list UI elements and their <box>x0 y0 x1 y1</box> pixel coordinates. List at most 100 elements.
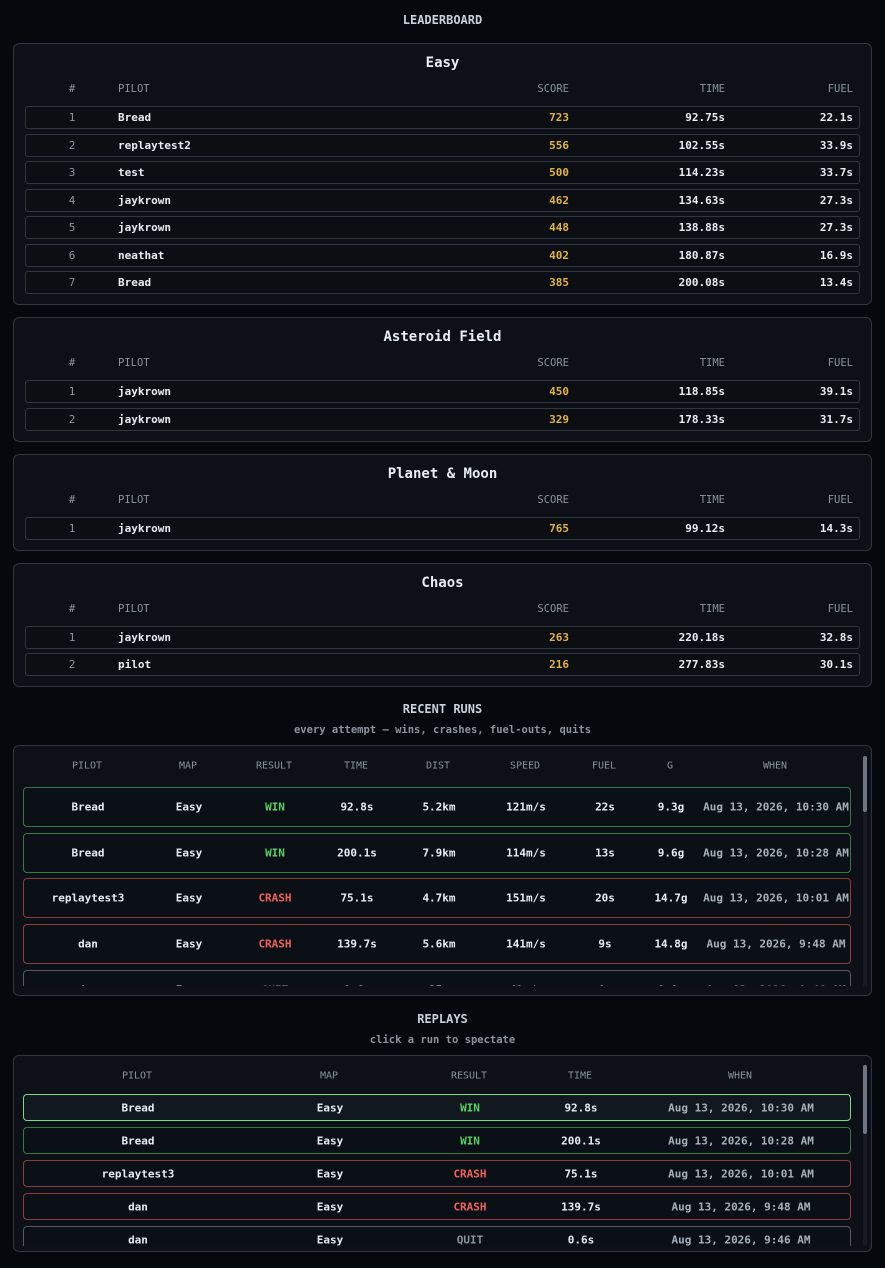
column-header: FUEL <box>827 493 853 506</box>
column-header: SCORE <box>537 602 569 615</box>
column-header: TIME <box>343 760 369 772</box>
cell: jaykrown <box>118 521 171 535</box>
leaderboard-row: 5 jaykrown 448 138.88s 27.3s <box>25 216 860 239</box>
table-header: # PILOT SCORE TIME FUEL <box>25 597 860 621</box>
cell: QUIT <box>262 983 289 986</box>
leaderboard-panel: Planet & Moon # PILOT SCORE TIME FUEL 1 jaykrow… <box>13 453 872 551</box>
table-header: # PILOT SCORE TIME FUEL <box>25 77 860 101</box>
cell: 121m/s <box>506 800 546 814</box>
column-header: TIME <box>567 1070 593 1082</box>
cell: 139.7s <box>337 937 377 951</box>
table-header: # PILOT SCORE TIME FUEL <box>25 351 860 375</box>
scrollbar-thumb[interactable] <box>863 756 867 812</box>
leaderboard-panel: Asteroid Field # PILOT SCORE TIME FUEL 1 jaykro… <box>13 317 872 442</box>
leaderboard-panel: Chaos # PILOT SCORE TIME FUEL 1 jaykrown 263 220.… <box>13 562 872 687</box>
cell: Easy <box>176 983 203 986</box>
column-header: PILOT <box>121 1070 153 1082</box>
cell: 30.1s <box>819 658 853 671</box>
cell: 40m/s <box>509 983 542 986</box>
run-row[interactable]: dan Easy CRASH 139.7s Aug 13, 2026, 9:48 AM <box>23 1193 851 1220</box>
cell: 75.1s <box>564 1167 598 1180</box>
cell: WIN <box>265 800 285 814</box>
run-row[interactable]: Bread Easy WIN 92.8s Aug 13, 2026, 10:30 AM <box>23 1094 851 1121</box>
cell: 200.08s <box>678 276 725 289</box>
cell: Bread <box>71 800 105 814</box>
cell: Aug 13, 2026, 10:30 AM <box>668 1101 814 1114</box>
cell: Aug 13, 2026, 9:46 AM <box>701 983 851 986</box>
scrollbar[interactable] <box>863 756 867 987</box>
leaderboard-row: 4 jaykrown 462 134.63s 27.3s <box>25 188 860 212</box>
cell: 500 <box>549 166 569 179</box>
cell: jaykrown <box>118 630 171 644</box>
run-row[interactable]: Bread Easy WIN 200.1s Aug 13, 2026, 10:28 AM <box>23 1127 851 1154</box>
cell: 2 <box>68 658 76 671</box>
cell: 33.9s <box>819 138 853 152</box>
run-row: Bread Easy WIN 92.8s 5.2km 121m/s 22s 9.3g Aug 1… <box>23 787 851 827</box>
cell: Easy <box>175 800 203 814</box>
column-header: FUEL <box>827 357 853 369</box>
cell: 0.6s <box>567 1233 595 1246</box>
cell: test <box>118 166 145 179</box>
cell: Bread <box>71 846 105 860</box>
cell: 723 <box>549 111 569 124</box>
leaderboard-row: 1 jaykrown 765 99.12s 14.3s <box>25 516 860 540</box>
column-header: TIME <box>699 83 725 95</box>
cell: 139.7s <box>561 1200 601 1213</box>
cell: 114m/s <box>506 846 546 860</box>
cell: 765 <box>549 521 569 535</box>
cell: 22.1s <box>819 111 853 124</box>
map-title: Asteroid Field <box>383 329 502 345</box>
cell: 263 <box>549 630 569 644</box>
cell: 3 <box>68 166 76 179</box>
column-header: TIME <box>699 493 725 506</box>
section-subtitle: every attempt — wins, crashes, fuel-outs… <box>293 724 592 736</box>
cell: 2 <box>68 138 76 152</box>
cell: 13.4s <box>819 276 853 289</box>
cell: Aug 13, 2026, 9:48 AM <box>706 937 846 951</box>
cell: CRASH <box>258 891 292 905</box>
cell: Easy <box>175 846 203 860</box>
cell: Easy <box>316 1101 344 1114</box>
cell: 1 <box>68 111 76 124</box>
cell: Easy <box>316 1134 344 1147</box>
cell: Easy <box>175 891 203 905</box>
column-header: TIME <box>699 357 725 369</box>
cell: CRASH <box>453 1167 487 1180</box>
cell: neathat <box>118 248 165 262</box>
leaderboards: Easy # PILOT SCORE TIME FUEL 1 Bread 723 92.75s 22… <box>0 43 885 687</box>
cell: pilot <box>118 658 152 671</box>
cell: Aug 13, 2026, 10:28 AM <box>703 846 849 860</box>
cell: Aug 13, 2026, 10:01 AM <box>703 891 849 905</box>
cell: 7.9km <box>422 846 456 860</box>
run-row[interactable]: replaytest3 Easy CRASH 75.1s Aug 13, 2026, 1… <box>23 1160 851 1187</box>
cell: 7 <box>68 276 76 289</box>
cell: Easy <box>316 1167 344 1180</box>
cell: 200.1s <box>561 1134 601 1147</box>
cell: 22s <box>595 800 615 814</box>
cell: Easy <box>175 937 203 951</box>
cell: 556 <box>549 138 569 152</box>
run-row: dan Easy QUIT 0.6s 25m 40m/s 0s 0.0g Aug 13, 202… <box>23 969 851 986</box>
cell: 9s <box>598 937 612 951</box>
column-header: WHEN <box>727 1070 753 1082</box>
cell: replaytest3 <box>101 1167 175 1180</box>
table-header: PILOT MAP RESULT TIME WHEN <box>23 1066 851 1086</box>
column-header: WHEN <box>762 760 788 772</box>
scrollbar[interactable] <box>863 1065 867 1245</box>
leaderboard-panel: Easy # PILOT SCORE TIME FUEL 1 Bread 723 92.75s 22… <box>13 43 872 305</box>
cell: 6 <box>68 248 76 262</box>
cell: CRASH <box>258 937 292 951</box>
cell: 99.12s <box>685 521 725 535</box>
cell: jaykrown <box>118 193 171 207</box>
run-row[interactable]: dan Easy QUIT 0.6s Aug 13, 2026, 9:46 AM <box>23 1226 851 1246</box>
cell: 118.85s <box>678 385 725 398</box>
column-header: PILOT <box>118 357 150 369</box>
cell: Aug 13, 2026, 9:48 AM <box>671 1200 811 1213</box>
cell: replaytest2 <box>118 138 191 152</box>
cell: 178.33s <box>678 412 725 426</box>
column-header: G <box>666 760 674 772</box>
cell: 9.3g <box>657 800 685 814</box>
cell: dan <box>128 1200 148 1213</box>
scrollbar-thumb[interactable] <box>863 1065 867 1134</box>
cell: 180.87s <box>678 248 725 262</box>
